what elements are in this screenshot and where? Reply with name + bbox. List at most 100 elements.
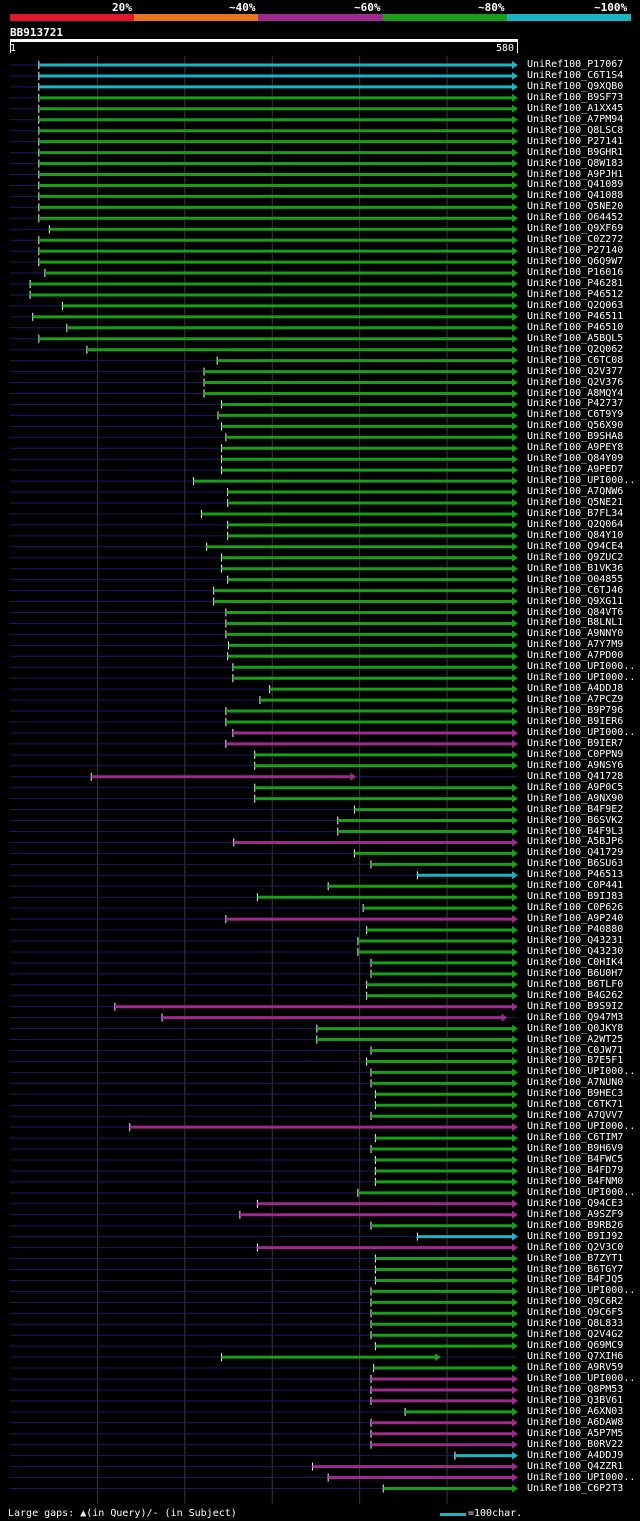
hit-label[interactable]: UniRef100_B4G262 bbox=[527, 989, 624, 1001]
hit-label[interactable]: UniRef100_Q41728 bbox=[527, 770, 624, 782]
hit-label[interactable]: UniRef100_O64452 bbox=[527, 212, 624, 224]
hit-label[interactable]: UniRef100_C6TC08 bbox=[527, 354, 624, 366]
hit-label[interactable]: UniRef100_A5BJP6 bbox=[527, 836, 624, 848]
hit-label[interactable]: UniRef100_B4FWC5 bbox=[527, 1154, 624, 1165]
hit-label[interactable]: UniRef100_B9IJ92 bbox=[527, 1230, 624, 1242]
hit-label[interactable]: UniRef100_B7FL34 bbox=[527, 507, 624, 519]
hit-label[interactable]: UniRef100_Q8PM53 bbox=[527, 1383, 624, 1395]
hit-label[interactable]: UniRef100_A6XN03 bbox=[527, 1405, 624, 1417]
hit-label[interactable]: UniRef100_UPI000.. bbox=[527, 726, 636, 738]
hit-label[interactable]: UniRef100_Q84VT6 bbox=[527, 606, 624, 618]
hit-label[interactable]: UniRef100_Q2Q064 bbox=[527, 518, 624, 530]
hit-label[interactable]: UniRef100_B1VK36 bbox=[527, 562, 624, 574]
hit-label[interactable]: UniRef100_UPI000.. bbox=[527, 1066, 636, 1078]
hit-label[interactable]: UniRef100_UPI000.. bbox=[527, 1373, 636, 1384]
hit-label[interactable]: UniRef100_Q8L833 bbox=[527, 1318, 624, 1330]
hit-label[interactable]: UniRef100_C6TJ46 bbox=[527, 584, 624, 596]
hit-label[interactable]: UniRef100_A1XX45 bbox=[527, 102, 624, 114]
hit-label[interactable]: UniRef100_C0JW71 bbox=[527, 1044, 624, 1056]
hit-label[interactable]: UniRef100_P17067 bbox=[527, 59, 624, 70]
hit-label[interactable]: UniRef100_A9P0C5 bbox=[527, 781, 624, 793]
hit-label[interactable]: UniRef100_Q2V3C0 bbox=[527, 1241, 624, 1253]
hit-label[interactable]: UniRef100_Q2Q063 bbox=[527, 299, 624, 311]
hit-label[interactable]: UniRef100_A9PED7 bbox=[527, 464, 624, 476]
hit-label[interactable]: UniRef100_UPI000.. bbox=[527, 1471, 636, 1483]
hit-label[interactable]: UniRef100_A9NX90 bbox=[527, 792, 624, 804]
hit-label[interactable]: UniRef100_B6TLF0 bbox=[527, 978, 624, 990]
hit-label[interactable]: UniRef100_C0P441 bbox=[527, 880, 624, 892]
hit-label[interactable]: UniRef100_B9IER7 bbox=[527, 737, 624, 749]
hit-label[interactable]: UniRef100_Q4ZZR1 bbox=[527, 1460, 624, 1472]
hit-label[interactable]: UniRef100_Q9XG11 bbox=[527, 595, 624, 607]
hit-label[interactable]: UniRef100_B4FD79 bbox=[527, 1164, 624, 1176]
hit-label[interactable]: UniRef100_Q9ZUC2 bbox=[527, 551, 624, 563]
hit-label[interactable]: UniRef100_C0P626 bbox=[527, 902, 624, 914]
hit-label[interactable]: UniRef100_Q9C6F5 bbox=[527, 1307, 624, 1319]
hit-label[interactable]: UniRef100_A4DDJ9 bbox=[527, 1449, 624, 1461]
hit-label[interactable]: UniRef100_Q9XF69 bbox=[527, 223, 624, 235]
hit-label[interactable]: UniRef100_A9NSY6 bbox=[527, 759, 624, 771]
hit-label[interactable]: UniRef100_A2WT25 bbox=[527, 1033, 624, 1045]
hit-label[interactable]: UniRef100_C6T1S4 bbox=[527, 69, 624, 81]
hit-label[interactable]: UniRef100_Q5NE21 bbox=[527, 497, 624, 508]
hit-label[interactable]: UniRef100_A7PCZ9 bbox=[527, 694, 624, 706]
hit-label[interactable]: UniRef100_A7PD00 bbox=[527, 650, 624, 662]
hit-label[interactable]: UniRef100_B7ZYT1 bbox=[527, 1252, 624, 1264]
hit-label[interactable]: UniRef100_UPI000.. bbox=[527, 672, 636, 684]
hit-label[interactable]: UniRef100_B4F9L3 bbox=[527, 825, 624, 837]
hit-label[interactable]: UniRef100_A9PJH1 bbox=[527, 168, 624, 180]
hit-label[interactable]: UniRef100_P46510 bbox=[527, 321, 624, 333]
hit-label[interactable]: UniRef100_P46513 bbox=[527, 869, 624, 881]
hit-label[interactable]: UniRef100_Q56X90 bbox=[527, 420, 624, 432]
hit-label[interactable]: UniRef100_O04855 bbox=[527, 573, 624, 585]
hit-label[interactable]: UniRef100_B4FJQ5 bbox=[527, 1274, 624, 1286]
hit-label[interactable]: UniRef100_C0PPN9 bbox=[527, 748, 624, 760]
hit-label[interactable]: UniRef100_B9P796 bbox=[527, 705, 624, 717]
hit-label[interactable]: UniRef100_Q3BV61 bbox=[527, 1394, 624, 1406]
hit-label[interactable]: UniRef100_B9IER6 bbox=[527, 716, 624, 727]
hit-label[interactable]: UniRef100_UPI000.. bbox=[527, 661, 636, 673]
hit-label[interactable]: UniRef100_B6U0H7 bbox=[527, 967, 624, 979]
hit-label[interactable]: UniRef100_Q41088 bbox=[527, 190, 624, 202]
hit-label[interactable]: UniRef100_Q0JKY8 bbox=[527, 1022, 624, 1034]
hit-label[interactable]: UniRef100_Q947M3 bbox=[527, 1011, 624, 1023]
hit-label[interactable]: UniRef100_Q43231 bbox=[527, 935, 624, 946]
hit-label[interactable]: UniRef100_UPI000.. bbox=[527, 475, 636, 487]
hit-label[interactable]: UniRef100_P27141 bbox=[527, 135, 624, 147]
hit-label[interactable]: UniRef100_P46511 bbox=[527, 310, 624, 322]
hit-label[interactable]: UniRef100_A9SZF9 bbox=[527, 1208, 624, 1220]
hit-label[interactable]: UniRef100_B9IJ83 bbox=[527, 891, 624, 903]
hit-label[interactable]: UniRef100_B4FNM0 bbox=[527, 1175, 624, 1187]
hit-label[interactable]: UniRef100_Q41729 bbox=[527, 847, 624, 859]
hit-label[interactable]: UniRef100_A5BQL5 bbox=[527, 332, 624, 344]
hit-label[interactable]: UniRef100_Q84Y10 bbox=[527, 529, 624, 541]
hit-label[interactable]: UniRef100_Q9XQB0 bbox=[527, 80, 624, 92]
hit-label[interactable]: UniRef100_Q94CE4 bbox=[527, 540, 624, 552]
hit-label[interactable]: UniRef100_Q2V4G2 bbox=[527, 1329, 624, 1341]
hit-label[interactable]: UniRef100_C0HIK4 bbox=[527, 956, 624, 968]
hit-label[interactable]: UniRef100_B9SF73 bbox=[527, 91, 624, 103]
hit-label[interactable]: UniRef100_UPI000.. bbox=[527, 1186, 636, 1198]
hit-label[interactable]: UniRef100_A7NUN0 bbox=[527, 1077, 624, 1089]
hit-label[interactable]: UniRef100_A6DAW8 bbox=[527, 1416, 624, 1428]
hit-label[interactable]: UniRef100_P40880 bbox=[527, 924, 624, 936]
hit-label[interactable]: UniRef100_B9S9I2 bbox=[527, 1000, 624, 1012]
hit-label[interactable]: UniRef100_UPI000.. bbox=[527, 1121, 636, 1133]
hit-label[interactable]: UniRef100_B9GHR1 bbox=[527, 146, 624, 158]
hit-label[interactable]: UniRef100_Q2V376 bbox=[527, 376, 624, 388]
hit-label[interactable]: UniRef100_B9H6V9 bbox=[527, 1143, 624, 1155]
hit-label[interactable]: UniRef100_Q84Y09 bbox=[527, 453, 624, 465]
hit-label[interactable]: UniRef100_Q94CE3 bbox=[527, 1197, 624, 1209]
hit-label[interactable]: UniRef100_C0Z272 bbox=[527, 234, 624, 246]
hit-label[interactable]: UniRef100_A9P240 bbox=[527, 913, 624, 925]
hit-label[interactable]: UniRef100_Q43230 bbox=[527, 945, 624, 957]
hit-label[interactable]: UniRef100_C6TIM7 bbox=[527, 1132, 624, 1144]
hit-label[interactable]: UniRef100_A5P7M5 bbox=[527, 1427, 624, 1439]
hit-label[interactable]: UniRef100_B9HEC3 bbox=[527, 1088, 624, 1100]
hit-label[interactable]: UniRef100_Q7XIH6 bbox=[527, 1351, 624, 1363]
hit-label[interactable]: UniRef100_A9RV59 bbox=[527, 1362, 624, 1374]
hit-label[interactable]: UniRef100_B6SVK2 bbox=[527, 814, 624, 826]
hit-label[interactable]: UniRef100_C6TK71 bbox=[527, 1099, 624, 1111]
hit-label[interactable]: UniRef100_P42737 bbox=[527, 398, 624, 410]
hit-label[interactable]: UniRef100_B8LNL1 bbox=[527, 617, 624, 629]
